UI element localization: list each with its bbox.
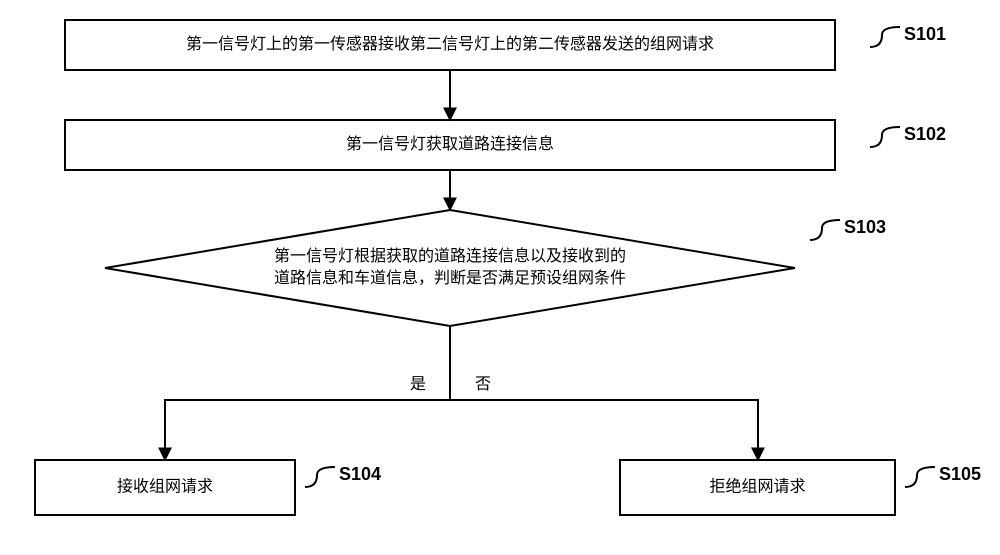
s103-diamond [105,210,795,326]
s102-text: 第一信号灯获取道路连接信息 [346,135,554,153]
s103-text: 第一信号灯根据获取的道路连接信息以及接收到的道路信息和车道信息，判断是否满足预设… [274,247,626,287]
s101-label: S101 [904,24,946,44]
s104-text: 接收组网请求 [117,478,213,496]
s105-text: 拒绝组网请求 [709,478,805,496]
edge-label-2: 是 [410,376,426,393]
edge-s103-s104 [165,326,450,460]
s104-label: S104 [339,464,381,484]
s102-label: S102 [904,124,946,144]
s105-label: S105 [939,464,981,484]
edge-s103-s105 [450,326,758,460]
s101-text: 第一信号灯上的第一传感器接收第二信号灯上的第二传感器发送的组网请求 [186,35,714,53]
edge-label-3: 否 [475,376,491,393]
s103-label: S103 [844,217,886,237]
